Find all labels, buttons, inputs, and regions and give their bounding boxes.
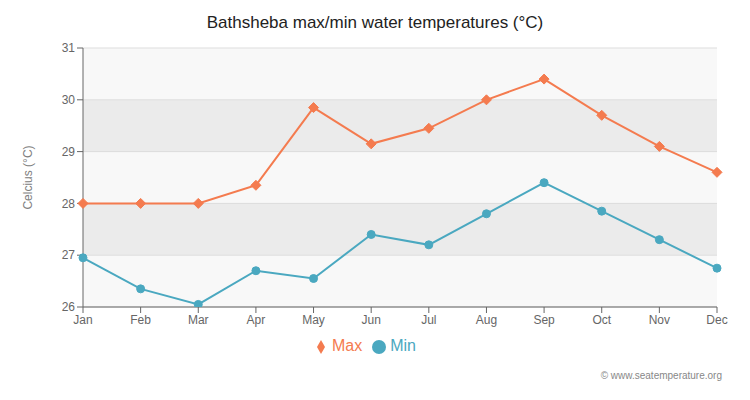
svg-text:Aug: Aug <box>476 313 497 327</box>
svg-text:27: 27 <box>62 248 76 262</box>
html-text:Max: Max <box>332 337 363 354</box>
svg-text:28: 28 <box>62 197 76 211</box>
svg-text:Apr: Apr <box>247 313 266 327</box>
svg-text:29: 29 <box>62 145 76 159</box>
html-text:Min: Min <box>390 337 416 354</box>
svg-text:Celcius (°C): Celcius (°C) <box>21 145 35 209</box>
svg-text:26: 26 <box>62 300 76 314</box>
svg-text:Dec: Dec <box>706 313 727 327</box>
svg-text:Jan: Jan <box>73 313 92 327</box>
svg-text:Nov: Nov <box>649 313 670 327</box>
html-text:© www.seatemperature.org: © www.seatemperature.org <box>600 370 722 381</box>
svg-text:Mar: Mar <box>188 313 209 327</box>
html-text:Bathsheba max/min water temper: Bathsheba max/min water temperatures (°C… <box>206 13 544 32</box>
svg-text:Jun: Jun <box>362 313 381 327</box>
svg-text:May: May <box>302 313 325 327</box>
svg-text:Sep: Sep <box>533 313 555 327</box>
svg-text:Oct: Oct <box>592 313 611 327</box>
svg-text:30: 30 <box>62 93 76 107</box>
svg-text:Jul: Jul <box>421 313 436 327</box>
svg-text:31: 31 <box>62 41 76 55</box>
svg-text:Feb: Feb <box>130 313 151 327</box>
